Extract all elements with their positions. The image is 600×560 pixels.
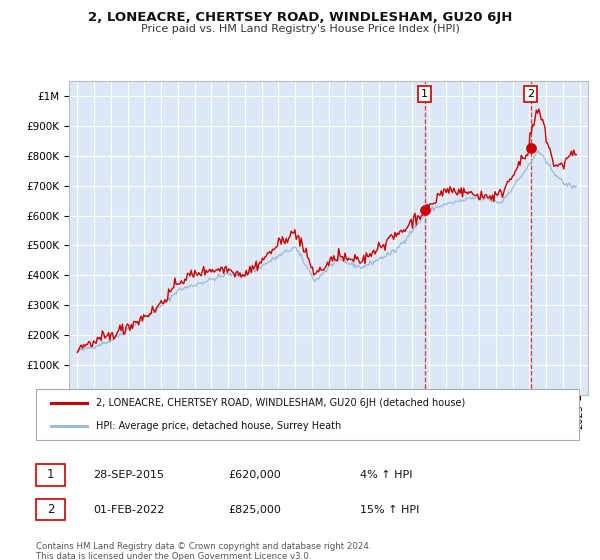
Text: 01-FEB-2022: 01-FEB-2022 — [93, 505, 164, 515]
Text: £825,000: £825,000 — [228, 505, 281, 515]
Text: Price paid vs. HM Land Registry's House Price Index (HPI): Price paid vs. HM Land Registry's House … — [140, 24, 460, 34]
Text: 1: 1 — [47, 468, 54, 482]
Text: 15% ↑ HPI: 15% ↑ HPI — [360, 505, 419, 515]
Text: 2, LONEACRE, CHERTSEY ROAD, WINDLESHAM, GU20 6JH: 2, LONEACRE, CHERTSEY ROAD, WINDLESHAM, … — [88, 11, 512, 24]
Text: Contains HM Land Registry data © Crown copyright and database right 2024.
This d: Contains HM Land Registry data © Crown c… — [36, 542, 371, 560]
Text: 2: 2 — [47, 503, 54, 516]
Text: 4% ↑ HPI: 4% ↑ HPI — [360, 470, 413, 480]
Text: 2, LONEACRE, CHERTSEY ROAD, WINDLESHAM, GU20 6JH (detached house): 2, LONEACRE, CHERTSEY ROAD, WINDLESHAM, … — [96, 398, 465, 408]
Point — [420, 205, 430, 214]
Text: 2: 2 — [527, 89, 535, 99]
Text: 28-SEP-2015: 28-SEP-2015 — [93, 470, 164, 480]
Text: £620,000: £620,000 — [228, 470, 281, 480]
Text: HPI: Average price, detached house, Surrey Heath: HPI: Average price, detached house, Surr… — [96, 421, 341, 431]
Point — [526, 144, 536, 153]
Text: 1: 1 — [421, 89, 428, 99]
